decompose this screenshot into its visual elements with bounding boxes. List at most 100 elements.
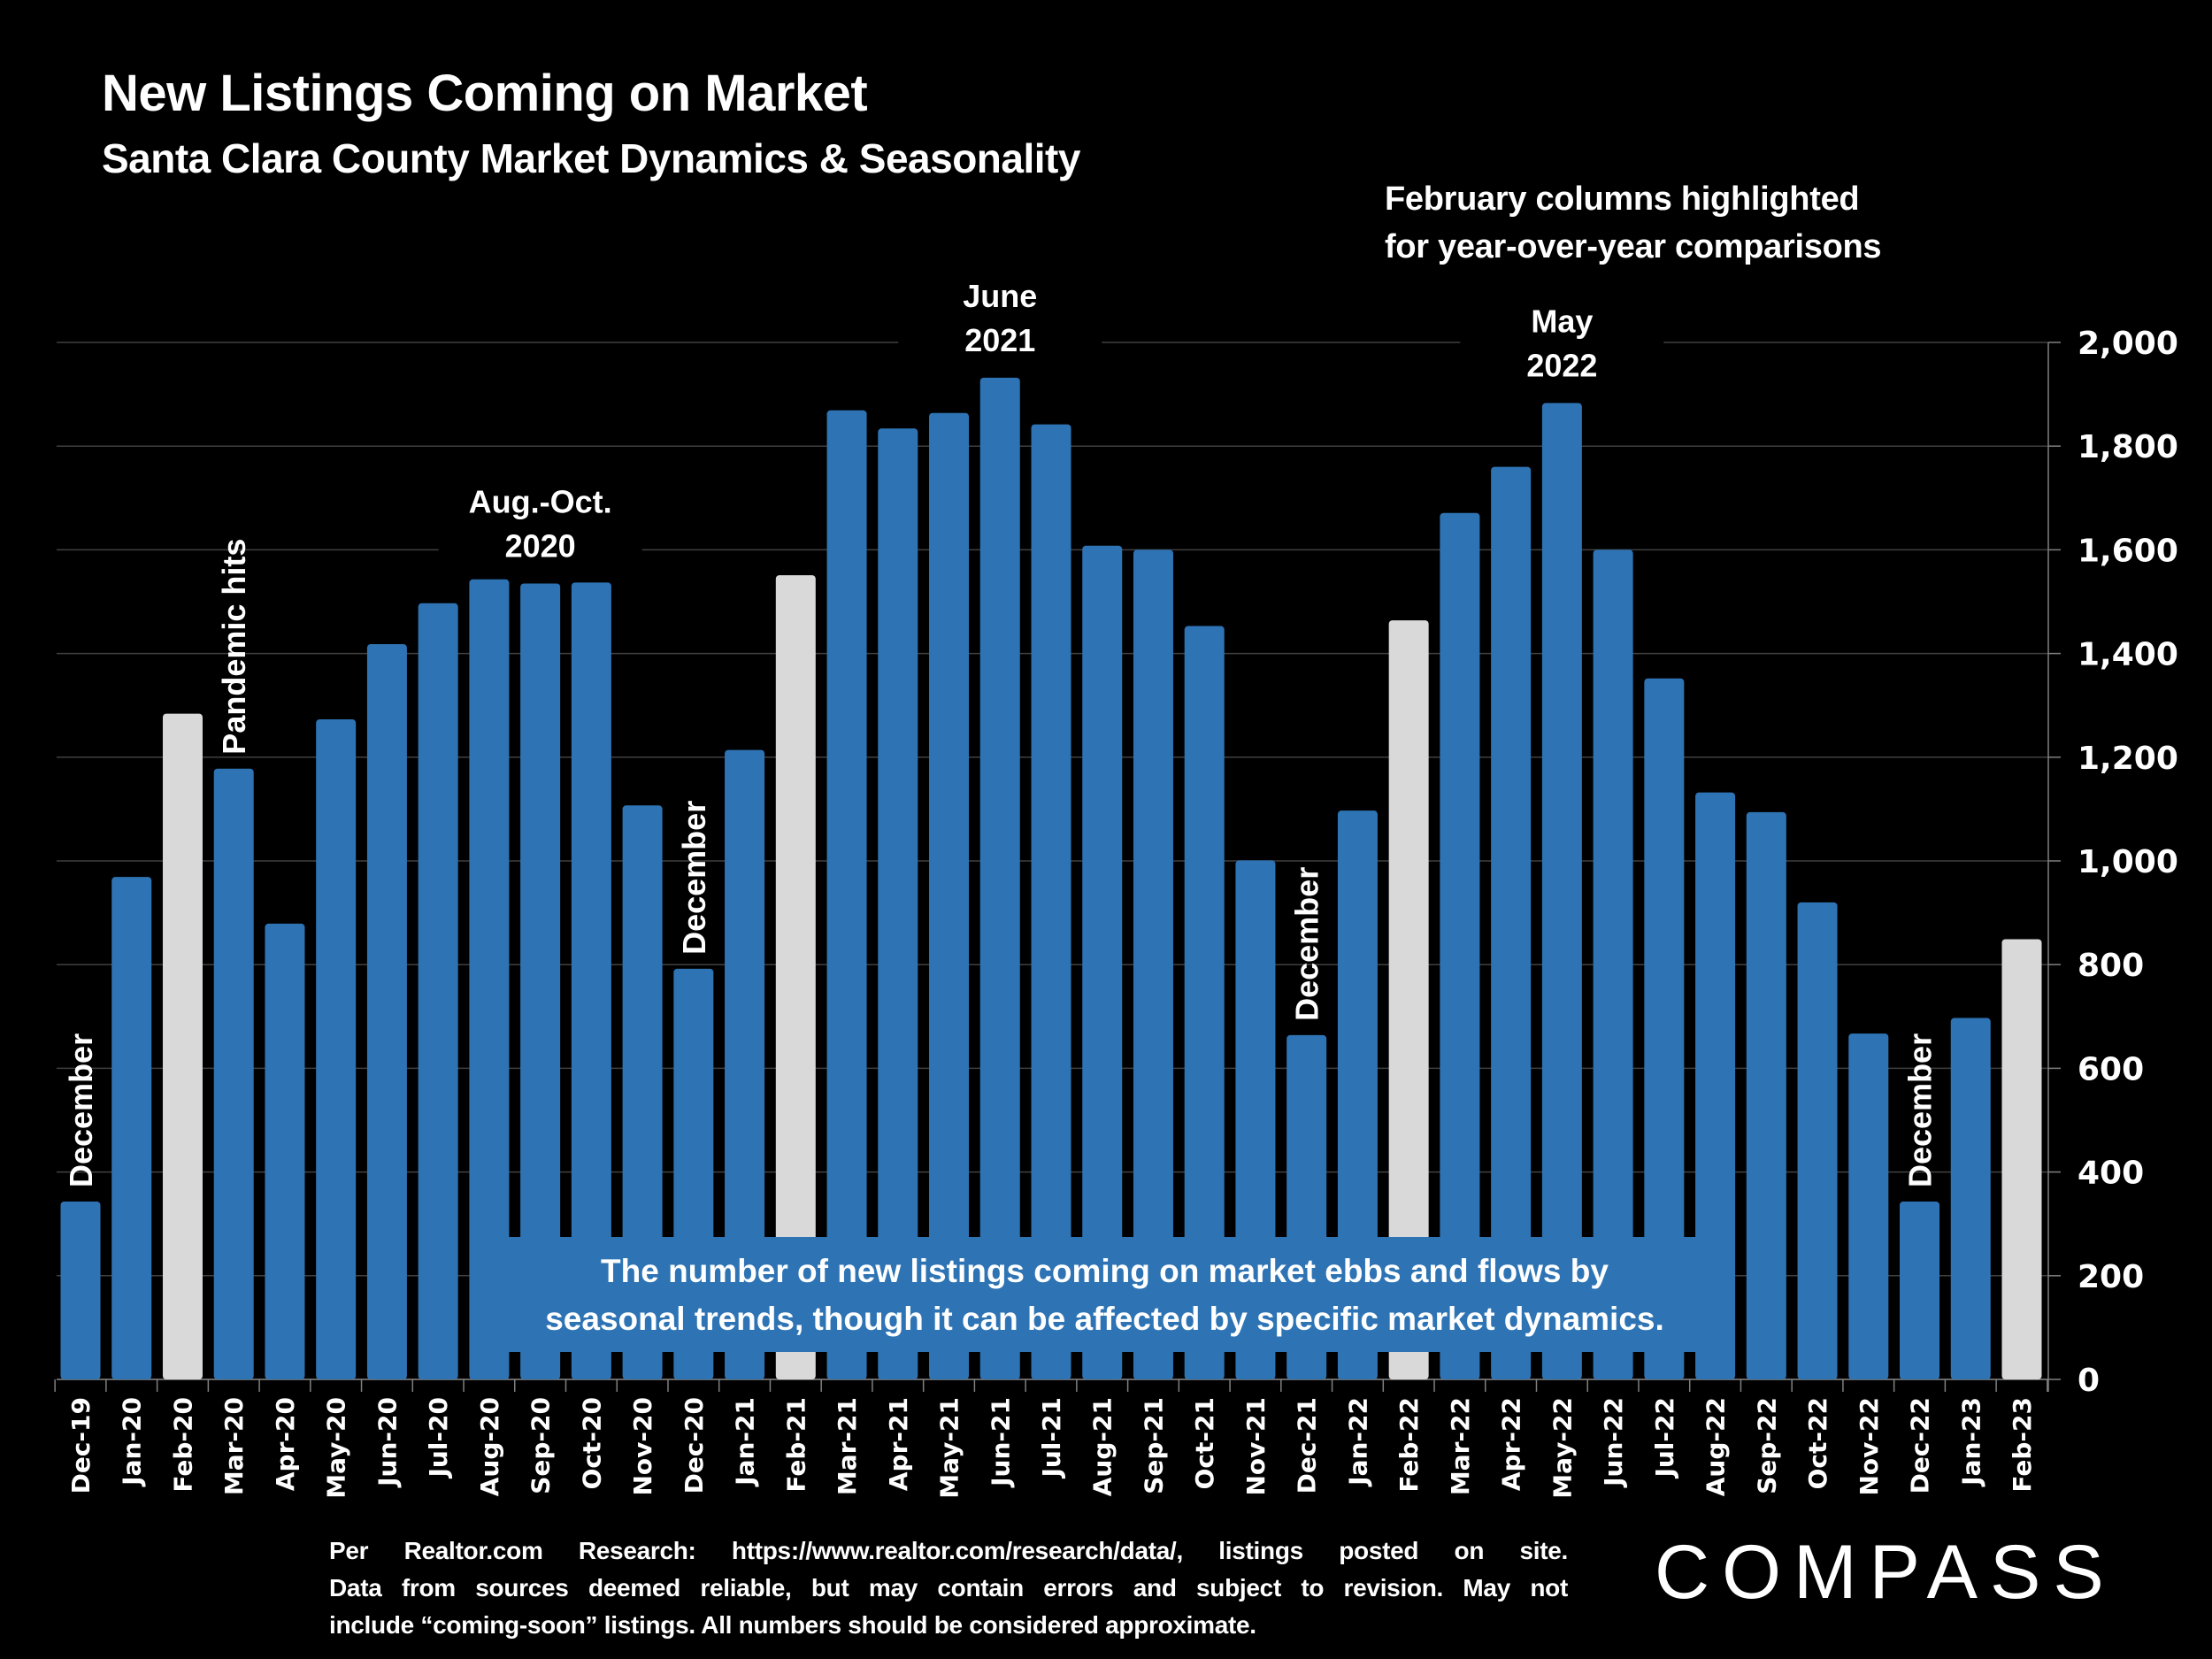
x-tick-label: Oct-21 (1190, 1397, 1219, 1489)
footnote-line-1: Per Realtor.com Research: https://www.re… (329, 1537, 1568, 1564)
bar-feb-22 (1388, 620, 1429, 1379)
bar-jan-20 (111, 877, 152, 1379)
y-tick-label: 0 (2078, 1363, 2100, 1399)
bar-nov-22 (1848, 1033, 1889, 1379)
y-tick-label: 800 (2078, 948, 2144, 984)
bar-aug-22 (1695, 792, 1736, 1379)
bar-aug-20 (469, 579, 510, 1379)
y-tick-label: 200 (2078, 1259, 2144, 1295)
y-tick-label: 1,800 (2078, 429, 2178, 465)
bar-jun-22 (1593, 549, 1633, 1379)
y-tick-label: 1,600 (2078, 533, 2178, 569)
compass-logo: COMPASS (1655, 1530, 2116, 1615)
x-tick-label: Mar-21 (833, 1397, 862, 1495)
annotation-label: December (1902, 1033, 1939, 1187)
bar-oct-22 (1797, 902, 1838, 1379)
x-tick-label: Feb-21 (781, 1397, 810, 1493)
annotation-label: December (1289, 867, 1325, 1021)
y-tick-label: 400 (2078, 1156, 2144, 1192)
annotation-label: 2021 (964, 322, 1035, 358)
x-tick-label: Jan-22 (1343, 1397, 1372, 1487)
bar-nov-20 (622, 805, 663, 1379)
x-tick-label: Nov-22 (1855, 1397, 1884, 1496)
x-tick-label: Sep-22 (1752, 1397, 1781, 1494)
x-tick-label: Dec-22 (1906, 1397, 1935, 1494)
bar-mar-21 (826, 410, 867, 1379)
bar-jul-20 (418, 603, 458, 1379)
highlight-note: February columns highlighted for year-ov… (1385, 175, 1882, 271)
bar-oct-21 (1184, 626, 1225, 1379)
y-tick-label: 1,400 (2078, 637, 2178, 673)
bar-aug-21 (1082, 545, 1123, 1379)
bar-mar-20 (213, 768, 254, 1379)
chart-title: New Listings Coming on Market (102, 65, 868, 122)
bar-feb-23 (2001, 939, 2042, 1379)
x-tick-label: Sep-21 (1139, 1397, 1168, 1494)
footnote-line-2: Data from sources deemed reliable, but m… (329, 1574, 1568, 1601)
source-footnote: Per Realtor.com Research: https://www.re… (329, 1532, 1568, 1644)
bar-dec-19 (60, 1202, 101, 1379)
bar-sep-22 (1746, 811, 1786, 1379)
x-tick-label: Mar-22 (1446, 1397, 1475, 1495)
y-tick-label: 600 (2078, 1051, 2144, 1087)
annotation-label: December (676, 801, 712, 955)
bar-feb-21 (775, 575, 816, 1379)
x-tick-label: Mar-20 (219, 1397, 249, 1495)
annotation-label: Aug.-Oct. (469, 483, 612, 519)
x-tick-label: Oct-22 (1803, 1397, 1832, 1489)
highlight-note-line-1: February columns highlighted (1385, 180, 1860, 218)
annotation-label: Pandemic hits (216, 539, 252, 755)
x-tick-label: Dec-21 (1293, 1397, 1322, 1494)
x-tick-label: Jan-21 (731, 1397, 760, 1487)
bar-may-22 (1541, 403, 1582, 1379)
x-tick-label: Feb-23 (2008, 1397, 2037, 1493)
annotation-bg (438, 479, 642, 568)
x-tick-label: Dec-19 (66, 1397, 96, 1494)
x-tick-label: May-22 (1548, 1397, 1577, 1499)
x-tick-label: Nov-21 (1241, 1397, 1271, 1496)
x-tick-label: Jun-21 (986, 1397, 1015, 1488)
bar-may-21 (929, 412, 970, 1379)
bar-dec-22 (1900, 1202, 1940, 1379)
bar-sep-20 (520, 583, 561, 1379)
bar-jul-21 (1031, 424, 1071, 1379)
x-tick-label: Jul-22 (1650, 1397, 1679, 1479)
x-tick-label: Jun-22 (1599, 1397, 1628, 1488)
x-tick-label: Jul-20 (424, 1397, 453, 1479)
bar-sep-21 (1133, 549, 1173, 1379)
x-tick-label: Oct-20 (577, 1397, 606, 1489)
x-tick-label: Feb-20 (168, 1397, 197, 1493)
highlight-note-line-2: for year-over-year comparisons (1385, 228, 1882, 265)
bar-apr-22 (1491, 466, 1532, 1379)
x-tick-label: May-20 (322, 1397, 351, 1499)
bar-feb-20 (162, 713, 203, 1379)
footnote-line-3: include “coming-soon” listings. All numb… (329, 1611, 1256, 1639)
annotation-label: 2020 (505, 527, 576, 564)
x-tick-label: Jul-21 (1037, 1397, 1066, 1479)
bar-jan-21 (725, 749, 765, 1379)
x-tick-label: Feb-22 (1394, 1397, 1424, 1493)
x-tick-label: Aug-22 (1701, 1397, 1731, 1496)
bar-apr-21 (878, 428, 918, 1379)
x-tick-label: Dec-20 (680, 1397, 709, 1494)
x-tick-label: Nov-20 (628, 1397, 657, 1496)
annotation-bg (1460, 298, 1664, 388)
annotation-label: 2022 (1526, 348, 1597, 384)
annotation-bg (898, 273, 1102, 362)
bar-may-20 (316, 719, 357, 1379)
x-tick-label: Apr-22 (1497, 1397, 1526, 1491)
callout-box: The number of new listings coming on mar… (496, 1237, 1713, 1352)
bar-jul-22 (1644, 678, 1685, 1379)
x-tick-label: Sep-20 (526, 1397, 556, 1494)
y-tick-label: 1,200 (2078, 741, 2178, 777)
annotation-label: June (963, 278, 1037, 314)
x-tick-label: Aug-20 (475, 1397, 504, 1496)
x-tick-label: Apr-20 (271, 1397, 300, 1491)
x-tick-label: Jan-20 (118, 1397, 147, 1487)
chart-subtitle: Santa Clara County Market Dynamics & Sea… (102, 135, 1080, 181)
bar-jan-23 (1950, 1018, 1991, 1379)
annotation-label: December (63, 1033, 99, 1187)
bar-apr-20 (265, 923, 305, 1379)
bar-jun-20 (366, 644, 407, 1379)
